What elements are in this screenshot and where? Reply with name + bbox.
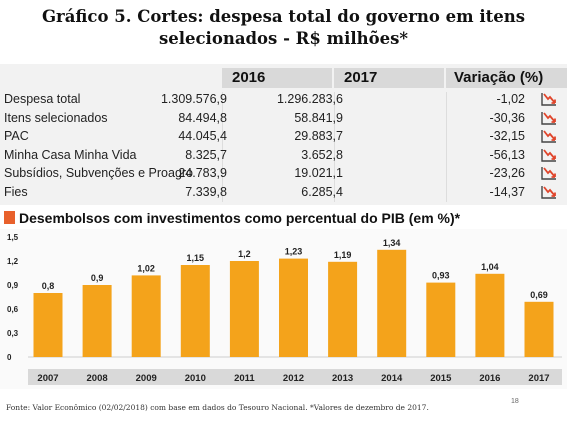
chart-header: Desembolsos com investimentos como perce… [0, 208, 567, 228]
bar-value-label: 1,23 [285, 247, 303, 257]
cell-variation: -56,13 [489, 147, 525, 162]
cell-2017: 3.652,8 [301, 147, 343, 162]
row-label: Fies [4, 184, 28, 199]
down-trend-arrow-icon [541, 166, 557, 180]
cell-variation: -32,15 [489, 129, 525, 143]
x-axis-band [28, 369, 562, 385]
x-tick-label: 2016 [479, 373, 500, 384]
down-trend-arrow-icon [541, 148, 557, 162]
table-row: Itens selecionados 84.494,8 58.841,9 -30,36 [0, 109, 567, 127]
table-divider [334, 92, 335, 202]
cell-2017: 58.841,9 [294, 110, 343, 125]
slide-title-line2: selecionados - R$ milhões* [158, 29, 409, 48]
source-footnote: Fonte: Valor Econômico (02/02/2018) com … [6, 403, 429, 412]
cell-variation: -23,26 [489, 166, 525, 180]
x-tick-label: 2011 [234, 373, 255, 384]
bar [475, 273, 505, 357]
bar-chart-svg: 0 0,3 0,6 0,9 1,2 1,5 0,8 2007 0,9 2008 1,02 2009 1,… [7, 233, 562, 385]
table-divider [222, 92, 223, 202]
cell-variation: -1,02 [496, 92, 526, 106]
cell-variation: -30,36 [489, 110, 525, 125]
table-row: Minha Casa Minha Vida 8.325,7 3.652,8 -56,1… [0, 146, 567, 164]
cell-2016: 84.494,8 [178, 110, 227, 125]
row-label: Subsídios, Subvenções e Proagro [4, 166, 194, 180]
bar-value-label: 1,34 [383, 238, 401, 248]
bar [426, 282, 456, 357]
bar [131, 275, 161, 357]
bar-value-label: 1,04 [481, 262, 499, 272]
y-tick-label: 0,6 [7, 305, 19, 314]
y-tick-label: 1,2 [7, 257, 19, 266]
bar-value-label: 0,9 [91, 273, 104, 283]
cell-2017: 19.021,1 [294, 166, 343, 180]
row-label: Itens selecionados [4, 110, 108, 125]
chart-header-marker [4, 211, 15, 224]
chart-title: Desembolsos com investimentos como perce… [19, 210, 461, 226]
x-tick-label: 2012 [283, 373, 304, 384]
cell-2017: 1.296.283,6 [276, 92, 343, 106]
cell-2016: 24.783,9 [178, 166, 227, 180]
data-table: 2016 2017 Variação (%) Despesa total 1.30… [0, 64, 567, 205]
bar [524, 301, 554, 357]
cell-2017: 6.285,4 [301, 184, 343, 199]
x-tick-label: 2008 [87, 373, 108, 384]
y-tick-label: 0 [7, 353, 12, 362]
cell-2016: 8.325,7 [185, 147, 227, 162]
row-label: Despesa total [4, 92, 81, 106]
table-row: PAC 44.045,4 29.883,7 -32,15 [0, 127, 567, 145]
x-tick-label: 2007 [37, 373, 58, 384]
cell-2016: 1.309.576,9 [160, 92, 227, 106]
x-tick-label: 2014 [381, 373, 403, 384]
down-trend-arrow-icon [541, 111, 557, 125]
bar-value-label: 0,8 [42, 281, 55, 291]
bar [33, 293, 63, 357]
x-tick-label: 2013 [332, 373, 353, 384]
bar-value-label: 0,69 [530, 290, 548, 300]
bar-value-label: 1,19 [334, 250, 352, 260]
cell-variation: -14,37 [489, 184, 525, 199]
slide-title-line1: Gráfico 5. Cortes: despesa total do gove… [41, 7, 526, 26]
bar [279, 258, 308, 357]
bar [328, 261, 358, 357]
down-trend-arrow-icon [541, 185, 557, 199]
row-label: Minha Casa Minha Vida [4, 147, 137, 162]
table-row: Subsídios, Subvenções e Proagro 24.783,9 1… [0, 164, 567, 182]
cell-2016: 7.339,8 [185, 184, 227, 199]
table-header-2017: 2017 [334, 68, 444, 88]
x-tick-label: 2017 [528, 373, 549, 384]
table-row: Despesa total 1.309.576,9 1.296.283,6 -1,02 [0, 90, 567, 108]
bar [180, 265, 210, 357]
bar-chart: 0 0,3 0,6 0,9 1,2 1,5 0,8 2007 0,9 2008 1,02 2009 1,… [0, 229, 567, 389]
table-row: Fies 7.339,8 6.285,4 -14,37 [0, 183, 567, 201]
bar-value-label: 0,93 [432, 271, 450, 281]
bar [82, 285, 112, 357]
bar-value-label: 1,15 [187, 253, 205, 263]
x-tick-label: 2009 [136, 373, 157, 384]
bar-value-label: 1,02 [137, 263, 155, 273]
table-header-2016: 2016 [222, 68, 332, 88]
row-label: PAC [4, 129, 29, 143]
bar-value-label: 1,2 [238, 249, 251, 259]
bar [377, 249, 407, 357]
y-tick-label: 1,5 [7, 233, 19, 242]
down-trend-arrow-icon [541, 92, 557, 106]
cell-2016: 44.045,4 [178, 129, 227, 143]
y-tick-label: 0,3 [7, 329, 19, 338]
down-trend-arrow-icon [541, 129, 557, 143]
table-header-variation: Variação (%) [446, 68, 567, 88]
table-divider [446, 92, 447, 202]
y-tick-label: 0,9 [7, 281, 19, 290]
slide-title: Gráfico 5. Cortes: despesa total do gove… [0, 6, 567, 50]
bar [229, 261, 259, 357]
page-number: 18 [511, 398, 519, 405]
x-tick-label: 2015 [430, 373, 452, 384]
x-tick-label: 2010 [185, 373, 206, 384]
cell-2017: 29.883,7 [294, 129, 343, 143]
